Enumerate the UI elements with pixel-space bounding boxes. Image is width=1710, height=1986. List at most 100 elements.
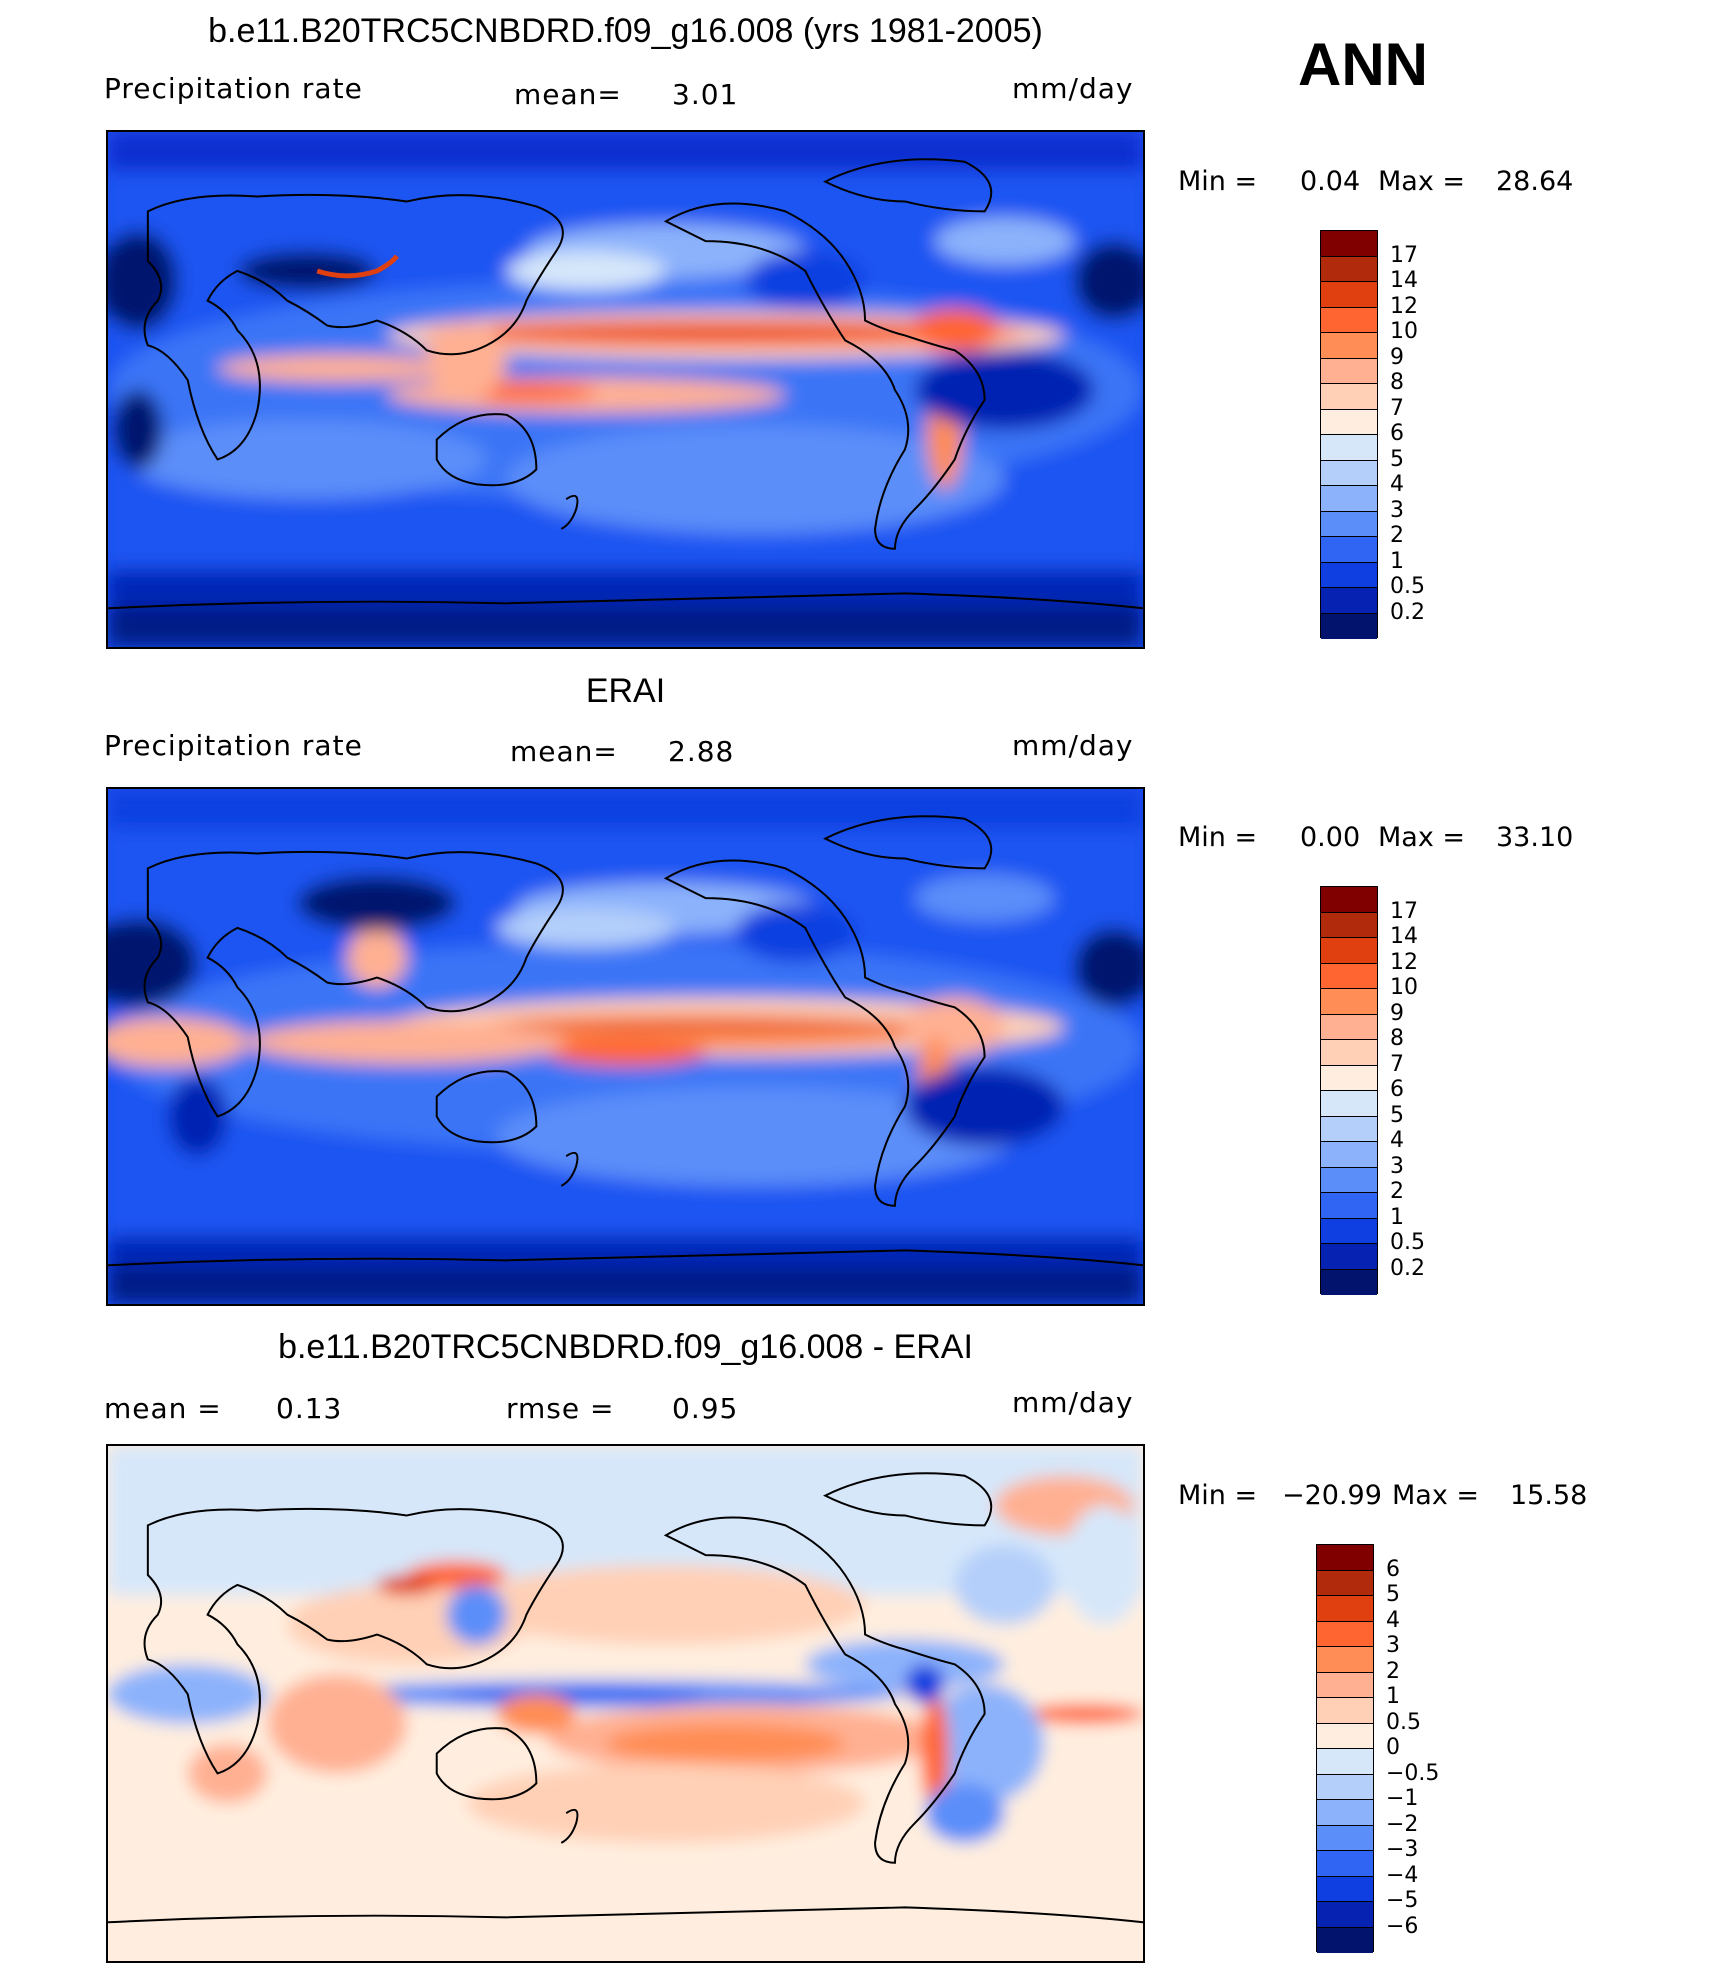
panel2-variable-label: Precipitation rate	[104, 729, 363, 762]
colorbar-swatch	[1317, 1723, 1373, 1749]
panel1-max-value: 28.64	[1496, 166, 1574, 197]
colorbar-label: 12	[1390, 949, 1418, 975]
colorbar-label: 17	[1390, 898, 1418, 924]
colorbar-swatch	[1321, 1040, 1377, 1066]
colorbar-label: 10	[1390, 975, 1418, 1000]
colorbar-swatch	[1321, 613, 1377, 639]
colorbar-label: 2	[1390, 1179, 1404, 1204]
colorbar-label: 4	[1390, 1128, 1404, 1153]
colorbar-swatch	[1317, 1621, 1373, 1647]
colorbar-swatch	[1321, 1116, 1377, 1142]
colorbar-label: 4	[1390, 472, 1404, 497]
panel2-map	[106, 787, 1145, 1306]
colorbar-label: 0	[1386, 1735, 1400, 1760]
panel3-rmse-value: 0.95	[672, 1392, 739, 1425]
colorbar-swatch	[1321, 912, 1377, 938]
colorbar-label: −0.5	[1386, 1760, 1440, 1786]
colorbar-swatch	[1317, 1774, 1373, 1800]
colorbar-swatch	[1317, 1596, 1373, 1622]
panel2-max-value: 33.10	[1496, 822, 1574, 853]
colorbar-swatch	[1321, 333, 1377, 359]
panel3-map	[106, 1444, 1145, 1963]
panel2-units: mm/day	[1012, 729, 1134, 762]
colorbar-label: 1	[1386, 1684, 1400, 1709]
panel2-min-label: Min =	[1178, 822, 1258, 853]
colorbar-label: 6	[1390, 1077, 1404, 1102]
panel3-mean-value: 0.13	[276, 1392, 343, 1425]
panel2-mean-value: 2.88	[668, 735, 735, 768]
colorbar-swatch	[1321, 1244, 1377, 1270]
colorbar-label: 17	[1390, 242, 1418, 268]
panel2-title: ERAI	[585, 672, 666, 710]
colorbar-swatch	[1321, 511, 1377, 537]
panel2-map-svg	[108, 789, 1143, 1304]
colorbar-swatch	[1317, 1851, 1373, 1877]
panel3-min-value: −20.99	[1282, 1480, 1382, 1511]
colorbar-swatch	[1317, 1876, 1373, 1902]
colorbar-swatch	[1317, 1698, 1373, 1724]
colorbar-swatch	[1321, 256, 1377, 282]
colorbar-label: 0.5	[1390, 574, 1425, 599]
colorbar-label: 14	[1390, 268, 1418, 293]
colorbar-label: 2	[1386, 1658, 1400, 1684]
panel3-max-value: 15.58	[1510, 1480, 1588, 1511]
panel1-mean-label: mean=	[514, 78, 622, 111]
panel1-mean-value: 3.01	[672, 78, 739, 111]
colorbar-swatch	[1317, 1570, 1373, 1596]
panel3-max-label: Max =	[1392, 1480, 1480, 1511]
colorbar-label: 0.5	[1390, 1230, 1425, 1255]
colorbar-label: 0.5	[1386, 1709, 1421, 1735]
colorbar-label: −3	[1386, 1837, 1419, 1862]
colorbar-swatch	[1321, 384, 1377, 410]
colorbar-label: −2	[1386, 1811, 1419, 1837]
colorbar-label: 0.2	[1390, 599, 1425, 625]
colorbar-swatch	[1321, 1167, 1377, 1193]
season-label: ANN	[1298, 31, 1428, 98]
colorbar-label: 3	[1386, 1633, 1400, 1658]
colorbar-label: 4	[1386, 1607, 1400, 1633]
colorbar-swatch	[1321, 537, 1377, 563]
colorbar-label: 7	[1390, 1051, 1404, 1077]
colorbar-swatch	[1321, 1065, 1377, 1091]
colorbar-label: 9	[1390, 1000, 1404, 1026]
panel3-colorbar	[1316, 1544, 1374, 1953]
colorbar-swatch	[1317, 1647, 1373, 1673]
panel1-map	[106, 130, 1145, 649]
colorbar-label: 5	[1386, 1582, 1400, 1607]
colorbar-label: 1	[1390, 1204, 1404, 1230]
colorbar-label: 12	[1390, 293, 1418, 319]
colorbar-swatch	[1321, 231, 1377, 257]
colorbar-label: 5	[1390, 1102, 1404, 1128]
panel1-title: b.e11.B20TRC5CNBDRD.f09_g16.008 (yrs 198…	[208, 12, 1043, 50]
colorbar-swatch	[1321, 562, 1377, 588]
panel2-min-value: 0.00	[1300, 822, 1361, 853]
panel3-mean-label: mean =	[104, 1392, 222, 1425]
colorbar-label: 8	[1390, 370, 1404, 395]
colorbar-label: 7	[1390, 395, 1404, 421]
colorbar-swatch	[1321, 1193, 1377, 1219]
colorbar-swatch	[1317, 1927, 1373, 1953]
colorbar-swatch	[1317, 1902, 1373, 1928]
colorbar-swatch	[1321, 486, 1377, 512]
colorbar-swatch	[1321, 435, 1377, 461]
colorbar-swatch	[1321, 358, 1377, 384]
panel3-rmse-label: rmse =	[506, 1392, 615, 1425]
colorbar-swatch	[1321, 1014, 1377, 1040]
panel2-mean-label: mean=	[510, 735, 618, 768]
panel1-units: mm/day	[1012, 72, 1134, 105]
panel1-variable-label: Precipitation rate	[104, 72, 363, 105]
panel3-min-label: Min =	[1178, 1480, 1258, 1511]
colorbar-label: 0.2	[1390, 1255, 1425, 1281]
colorbar-swatch	[1321, 887, 1377, 913]
colorbar-swatch	[1321, 1091, 1377, 1117]
panel2-colorbar	[1320, 886, 1378, 1295]
colorbar-label: −4	[1386, 1862, 1419, 1888]
colorbar-label: 1	[1390, 548, 1404, 574]
colorbar-swatch	[1317, 1672, 1373, 1698]
panel3-units: mm/day	[1012, 1386, 1134, 1419]
colorbar-label: 5	[1390, 446, 1404, 472]
colorbar-label: 6	[1386, 1556, 1400, 1582]
colorbar-swatch	[1321, 282, 1377, 308]
panel1-min-label: Min =	[1178, 166, 1258, 197]
panel1-max-label: Max =	[1378, 166, 1466, 197]
